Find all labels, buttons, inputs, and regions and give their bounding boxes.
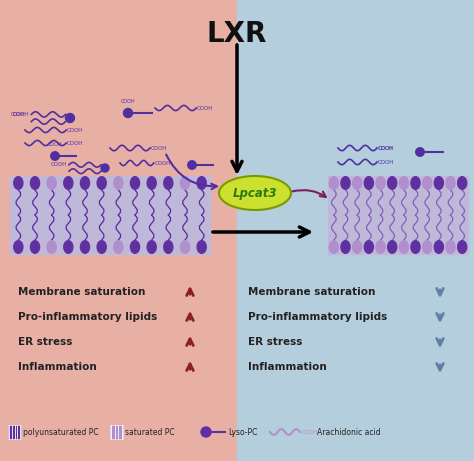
Ellipse shape	[30, 177, 39, 189]
Ellipse shape	[164, 241, 173, 253]
Ellipse shape	[181, 177, 190, 189]
Ellipse shape	[164, 177, 173, 189]
Ellipse shape	[411, 241, 420, 253]
Text: COOH: COOH	[67, 141, 83, 146]
Ellipse shape	[64, 177, 73, 189]
Text: COOH: COOH	[121, 99, 135, 104]
Ellipse shape	[14, 177, 23, 189]
Ellipse shape	[399, 177, 409, 189]
Text: LXR: LXR	[207, 20, 267, 48]
Ellipse shape	[423, 177, 432, 189]
Ellipse shape	[47, 177, 56, 189]
Text: COOH: COOH	[197, 106, 214, 111]
Ellipse shape	[219, 176, 291, 210]
Circle shape	[201, 427, 211, 437]
Text: COOH: COOH	[48, 142, 62, 147]
Ellipse shape	[365, 177, 374, 189]
Ellipse shape	[114, 241, 123, 253]
Circle shape	[188, 161, 196, 169]
Text: COOH: COOH	[13, 112, 29, 117]
Ellipse shape	[329, 241, 338, 253]
Ellipse shape	[329, 177, 338, 189]
Ellipse shape	[47, 241, 56, 253]
Ellipse shape	[353, 177, 362, 189]
Text: COOH: COOH	[151, 146, 167, 150]
Text: COOH: COOH	[302, 430, 319, 435]
Bar	[10, 176, 210, 254]
Ellipse shape	[181, 241, 190, 253]
Ellipse shape	[130, 241, 139, 253]
Ellipse shape	[388, 241, 397, 253]
Ellipse shape	[423, 241, 432, 253]
Ellipse shape	[376, 241, 385, 253]
Ellipse shape	[446, 241, 455, 253]
Ellipse shape	[81, 241, 90, 253]
Ellipse shape	[341, 241, 350, 253]
Text: Lpcat3: Lpcat3	[233, 187, 277, 200]
Text: COOH: COOH	[155, 160, 171, 165]
Text: ER stress: ER stress	[248, 337, 302, 347]
Ellipse shape	[30, 241, 39, 253]
Text: COOH: COOH	[378, 146, 394, 150]
Ellipse shape	[388, 177, 397, 189]
Ellipse shape	[457, 177, 467, 189]
Bar	[0, 0, 237, 461]
Text: COOH: COOH	[379, 146, 393, 150]
Ellipse shape	[14, 241, 23, 253]
Ellipse shape	[130, 177, 139, 189]
Text: Pro-inflammatory lipids: Pro-inflammatory lipids	[18, 312, 157, 322]
Ellipse shape	[97, 241, 106, 253]
Text: Inflammation: Inflammation	[18, 362, 97, 372]
Ellipse shape	[411, 177, 420, 189]
Text: polyunsaturated PC: polyunsaturated PC	[23, 427, 99, 437]
Ellipse shape	[147, 241, 156, 253]
Ellipse shape	[97, 177, 106, 189]
Circle shape	[124, 108, 133, 118]
Ellipse shape	[81, 177, 90, 189]
Ellipse shape	[197, 177, 206, 189]
Text: COOH: COOH	[51, 162, 67, 167]
Text: Pro-inflammatory lipids: Pro-inflammatory lipids	[248, 312, 387, 322]
Text: Lyso-PC: Lyso-PC	[228, 427, 257, 437]
Bar	[237, 0, 474, 461]
Ellipse shape	[446, 177, 455, 189]
Ellipse shape	[341, 177, 350, 189]
Ellipse shape	[64, 241, 73, 253]
Text: Inflammation: Inflammation	[248, 362, 327, 372]
Bar	[8, 425, 21, 439]
Ellipse shape	[147, 177, 156, 189]
Ellipse shape	[434, 177, 443, 189]
Text: Membrane saturation: Membrane saturation	[248, 287, 375, 297]
Circle shape	[416, 148, 424, 156]
Circle shape	[65, 113, 74, 123]
Ellipse shape	[197, 241, 206, 253]
Circle shape	[101, 164, 109, 172]
Bar	[110, 425, 123, 439]
Ellipse shape	[114, 177, 123, 189]
Text: saturated PC: saturated PC	[125, 427, 174, 437]
Ellipse shape	[457, 241, 467, 253]
Text: ER stress: ER stress	[18, 337, 73, 347]
Bar	[328, 176, 468, 254]
Circle shape	[51, 152, 59, 160]
Ellipse shape	[434, 241, 443, 253]
Text: Arachidonic acid: Arachidonic acid	[317, 427, 381, 437]
Ellipse shape	[353, 241, 362, 253]
Text: COOH: COOH	[378, 160, 394, 165]
Ellipse shape	[365, 241, 374, 253]
Text: Membrane saturation: Membrane saturation	[18, 287, 146, 297]
Ellipse shape	[399, 241, 409, 253]
Text: COOH: COOH	[67, 128, 83, 132]
Text: COOH: COOH	[11, 112, 25, 117]
Ellipse shape	[376, 177, 385, 189]
